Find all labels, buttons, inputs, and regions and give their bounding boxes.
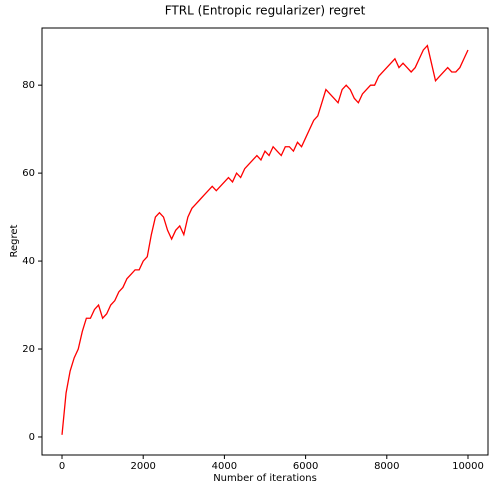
y-tick-label: 0 — [29, 432, 35, 443]
y-tick-label: 60 — [22, 168, 35, 179]
x-tick-label: 6000 — [293, 461, 318, 472]
y-tick-label: 40 — [22, 256, 35, 267]
data-line — [61, 44, 469, 435]
y-tick-label: 80 — [22, 80, 35, 91]
x-tick-label: 2000 — [130, 461, 155, 472]
x-tick-label: 10000 — [452, 461, 484, 472]
y-tick-label: 20 — [22, 344, 35, 355]
x-axis-label: Number of iterations — [213, 473, 317, 483]
x-tick-label: 4000 — [212, 461, 237, 472]
x-tick-label: 8000 — [374, 461, 399, 472]
x-tick-label: 0 — [59, 461, 65, 472]
y-axis-label: Regret — [9, 224, 20, 257]
plot-frame — [41, 27, 489, 456]
chart-title: FTRL (Entropic regularizer) regret — [165, 4, 366, 18]
